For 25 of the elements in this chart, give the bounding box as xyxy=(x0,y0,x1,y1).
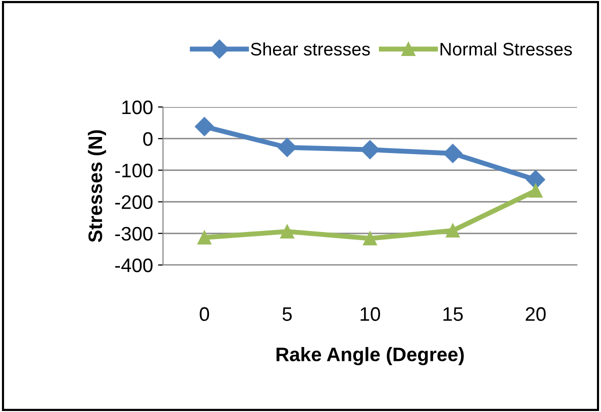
x-tick-label: 10 xyxy=(360,307,380,321)
y-tick-label: -300 xyxy=(115,226,153,241)
legend-label: Shear stresses xyxy=(250,42,370,56)
point xyxy=(280,224,294,238)
point xyxy=(194,117,214,136)
point xyxy=(360,140,380,160)
x-axis-title: Rake Angle (Degree) xyxy=(276,347,464,366)
point xyxy=(526,170,546,190)
point xyxy=(446,224,460,238)
y-tick-label: 100 xyxy=(122,100,153,114)
y-tick-label: -400 xyxy=(115,258,153,272)
point xyxy=(443,144,462,163)
y-tick-label: -200 xyxy=(115,195,153,210)
x-tick-label: 20 xyxy=(526,307,546,321)
x-tick-label: 15 xyxy=(443,307,463,321)
point xyxy=(197,230,212,244)
point xyxy=(363,232,377,246)
point xyxy=(528,184,543,198)
y-axis-title: Stresses (N) xyxy=(88,130,106,242)
x-tick-label: 0 xyxy=(200,307,210,321)
point xyxy=(278,138,297,157)
y-tick-label: 0 xyxy=(143,132,153,146)
x-tick-label: 5 xyxy=(282,307,292,321)
y-tick-label: -100 xyxy=(115,164,153,178)
legend-label: Normal Stresses xyxy=(440,42,572,56)
